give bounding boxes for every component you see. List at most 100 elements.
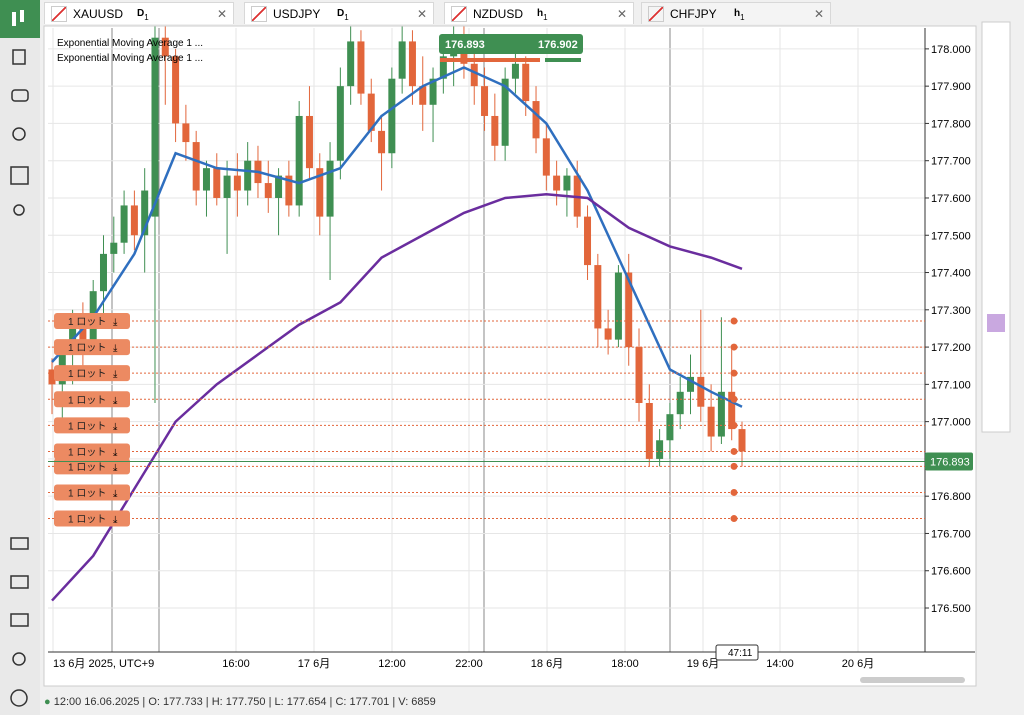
y-tick-label: 177.900 — [931, 81, 971, 93]
candle-body — [614, 272, 622, 340]
candle-body — [625, 272, 633, 348]
candle-body — [347, 41, 355, 87]
scrollbar[interactable] — [860, 677, 965, 683]
order-handle — [730, 515, 738, 523]
y-tick-label: 176.800 — [931, 491, 971, 503]
candle-body — [182, 123, 190, 143]
sell-bar — [440, 58, 540, 62]
order-label-box[interactable] — [54, 510, 130, 527]
y-tick-label: 177.700 — [931, 156, 971, 168]
tab-icon — [51, 5, 67, 22]
candle-body — [728, 391, 736, 430]
candle-body — [738, 429, 746, 452]
y-tick-label: 177.200 — [931, 342, 971, 354]
status-bar: ● 12:00 16.06.2025 | O: 177.733 | H: 177… — [44, 696, 436, 708]
icon[interactable] — [10, 613, 29, 627]
color-swatch[interactable] — [987, 314, 1005, 332]
candle-body — [687, 376, 695, 392]
x-tick-label: 20 6月 — [842, 658, 874, 670]
order-label-box[interactable] — [54, 458, 130, 475]
order-label-box[interactable] — [54, 417, 130, 434]
candle-body — [378, 130, 386, 154]
drawing-toolbar — [981, 21, 1011, 433]
order-label-box[interactable] — [54, 484, 130, 501]
y-tick-label: 176.900 — [931, 454, 971, 466]
icon[interactable] — [12, 127, 26, 141]
icon[interactable] — [12, 652, 26, 666]
candle-body — [388, 78, 396, 154]
y-tick-label: 177.000 — [931, 417, 971, 429]
icon[interactable] — [10, 537, 29, 550]
buy-bar — [545, 58, 581, 62]
candle-body — [48, 369, 56, 385]
candle-body — [110, 242, 118, 254]
candle-body — [656, 440, 664, 459]
ema-line — [51, 66, 743, 408]
order-icon: ⤓ — [113, 515, 118, 526]
tab-text: 1 — [740, 13, 745, 22]
candle-body — [141, 190, 149, 236]
x-tick-label: 12:00 — [378, 658, 406, 670]
close-tab[interactable]: ✕ — [416, 6, 427, 21]
order-label: 1 ロット — [68, 369, 106, 380]
x-tick-label: 18 6月 — [531, 658, 563, 670]
candle-body — [202, 168, 210, 191]
candle-body — [450, 37, 458, 57]
candle-body — [213, 168, 221, 198]
order-icon: ⤓ — [113, 421, 118, 432]
candle-body — [584, 216, 592, 266]
candle-body — [223, 175, 231, 198]
order-label: 1 ロット — [68, 515, 106, 526]
candle-body — [69, 324, 77, 355]
tab[interactable]: USDJPY D 1 ✕ — [244, 2, 434, 24]
candle-body — [295, 115, 303, 206]
trade-widget[interactable] — [439, 34, 583, 54]
candle-body — [58, 354, 66, 385]
close-tab[interactable]: ✕ — [216, 6, 227, 21]
y-tick-label: 177.800 — [931, 118, 971, 130]
candle-body — [89, 291, 97, 348]
candle-body — [439, 56, 447, 79]
order-icon: ⤓ — [113, 462, 118, 473]
y-tick-label: 177.600 — [931, 193, 971, 205]
candle-body — [99, 253, 107, 292]
order-label: 1 ロット — [68, 447, 106, 458]
close-tab[interactable]: ✕ — [616, 6, 627, 21]
tab[interactable]: XAUUSD D 1 ✕ — [44, 2, 234, 24]
tab[interactable]: NZDUSD h 1 ✕ — [444, 2, 634, 24]
candle-body — [233, 175, 241, 191]
candle-body — [522, 63, 530, 102]
y-tick-label: 176.500 — [931, 603, 971, 615]
y-tick-label: 177.400 — [931, 268, 971, 280]
candle-body — [244, 160, 252, 191]
order-label-box[interactable] — [54, 391, 130, 408]
candle-body — [336, 86, 344, 161]
candle-body — [594, 265, 602, 329]
icon[interactable] — [10, 166, 29, 185]
order-label-box[interactable] — [54, 339, 130, 356]
icon[interactable] — [10, 689, 28, 707]
order-handle — [730, 343, 738, 351]
sell-price: 176.893 — [445, 39, 485, 51]
tab-text: h — [537, 8, 544, 19]
order-label-box[interactable] — [54, 312, 130, 329]
order-label-box[interactable] — [54, 365, 130, 382]
close-tab[interactable]: ✕ — [813, 6, 824, 21]
x-tick-label: 14:00 — [766, 658, 794, 670]
order-label-box[interactable] — [54, 443, 130, 460]
icon[interactable] — [11, 89, 29, 102]
y-tick-label: 176.700 — [931, 528, 971, 540]
order-label: 1 ロット — [68, 421, 106, 432]
order-handle — [730, 317, 738, 325]
candle-body — [275, 175, 283, 198]
candle-body — [666, 414, 674, 441]
tab[interactable]: CHFJPY h 1 ✕ — [641, 2, 831, 24]
candle-body — [460, 37, 468, 64]
icon[interactable] — [10, 575, 29, 589]
icon[interactable] — [13, 204, 25, 216]
icon[interactable] — [12, 49, 26, 65]
x-tick-label: 16:00 — [222, 658, 250, 670]
x-tick-label: 17 6月 — [298, 658, 330, 670]
tab-text: 1 — [543, 13, 548, 22]
order-handle — [730, 462, 738, 470]
